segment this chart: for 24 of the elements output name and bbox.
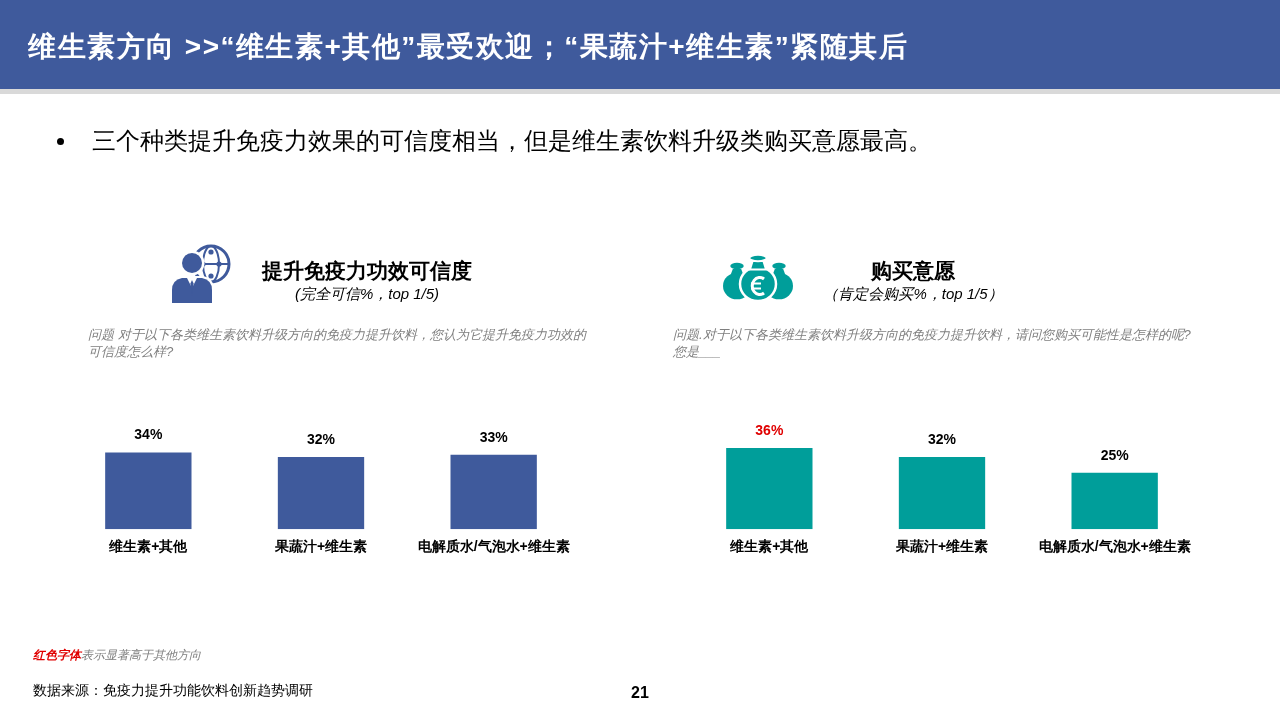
x-tick-label: 果蔬汁+维生素 [894, 538, 989, 555]
x-tick-label: 电解质水/气泡水+维生素 [1038, 538, 1191, 555]
data-label: 34% [134, 426, 163, 443]
annotation: 36% [755, 421, 784, 438]
x-tick-label: 维生素+其他 [108, 538, 189, 555]
x-tick-label: 电解质水/气泡水+维生素 [417, 538, 570, 555]
source-note: 数据来源：免疫力提升功能饮料创新趋势调研 [33, 682, 313, 698]
data-label: 32% [306, 430, 336, 447]
text: 问题.对于以下各类维生素饮料升级方向的免疫力提升饮料，请问您购买可能性是怎样的呢?您是___ [673, 327, 1191, 359]
chart-subtitle: （肯定会购买%，top 1/5） [823, 285, 1003, 302]
x-tick-label: 维生素+其他 [729, 538, 810, 555]
text: 表示显著高于其他方向 [81, 648, 201, 662]
chart-subtitle: (完全可信%，top 1/5) [294, 285, 440, 302]
chart-title: 提升免疫力功效可信度 [262, 259, 472, 282]
text: 问题 对于以下各类维生素饮料升级方向的免疫力提升饮料，您认为它提升免疫力功效的可信度怎么样? [88, 327, 586, 359]
data-label: 25% [1100, 446, 1130, 463]
text: 红色字体 [33, 648, 81, 662]
data-label: 32% [927, 430, 957, 447]
text: 三个种类提升免疫力效果的可信度相当，但是维生素饮料升级类购买意愿最高。 [92, 127, 932, 154]
text: 21 [631, 684, 649, 701]
chart-title: 购买意愿 [871, 259, 955, 282]
data-label: 33% [479, 428, 509, 445]
x-tick-label: 果蔬汁+维生素 [273, 538, 368, 555]
text: 维生素方向 >>“维生素+其他”最受欢迎；“果蔬汁+维生素”紧随其后 [28, 31, 909, 62]
